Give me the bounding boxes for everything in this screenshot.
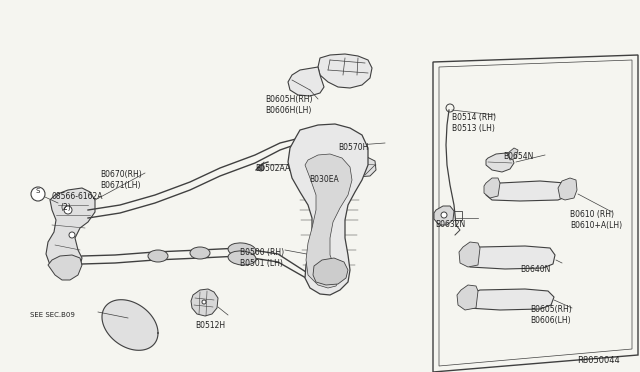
- Polygon shape: [434, 206, 454, 225]
- Polygon shape: [484, 178, 500, 198]
- Polygon shape: [463, 246, 555, 269]
- Text: (2): (2): [60, 203, 71, 212]
- Polygon shape: [102, 300, 158, 350]
- Polygon shape: [288, 124, 368, 295]
- Polygon shape: [191, 289, 218, 316]
- Circle shape: [349, 164, 355, 170]
- Polygon shape: [459, 242, 480, 267]
- Circle shape: [361, 162, 367, 168]
- Text: B0632N: B0632N: [435, 220, 465, 229]
- Text: B0514 (RH): B0514 (RH): [452, 113, 496, 122]
- Text: B0606(LH): B0606(LH): [530, 316, 571, 325]
- Text: B0670(RH): B0670(RH): [100, 170, 141, 179]
- Text: SEE SEC.B09: SEE SEC.B09: [30, 312, 75, 318]
- Polygon shape: [305, 154, 352, 288]
- Text: B0501 (LH): B0501 (LH): [240, 259, 283, 268]
- Polygon shape: [48, 255, 82, 280]
- Polygon shape: [461, 289, 554, 310]
- Text: S: S: [36, 188, 40, 194]
- Text: B030EA: B030EA: [309, 175, 339, 184]
- Text: B0570H: B0570H: [338, 143, 369, 152]
- Text: B0605H(RH): B0605H(RH): [265, 95, 312, 104]
- Text: B0605(RH): B0605(RH): [530, 305, 572, 314]
- Polygon shape: [433, 55, 638, 372]
- Circle shape: [441, 212, 447, 218]
- Text: B0640N: B0640N: [520, 265, 550, 274]
- Circle shape: [202, 300, 206, 304]
- Polygon shape: [288, 67, 324, 96]
- Text: B0610 (RH): B0610 (RH): [570, 210, 614, 219]
- Text: 08566-6162A: 08566-6162A: [52, 192, 104, 201]
- Polygon shape: [338, 155, 376, 177]
- Polygon shape: [486, 181, 570, 201]
- Text: B0502AA: B0502AA: [255, 164, 291, 173]
- Polygon shape: [457, 285, 478, 310]
- Circle shape: [69, 232, 75, 238]
- Text: B0513 (LH): B0513 (LH): [452, 124, 495, 133]
- Polygon shape: [46, 188, 95, 272]
- Ellipse shape: [148, 250, 168, 262]
- Text: B0500 (RH): B0500 (RH): [240, 248, 284, 257]
- Circle shape: [258, 165, 264, 171]
- Circle shape: [64, 206, 72, 214]
- Polygon shape: [334, 135, 360, 154]
- Circle shape: [31, 187, 45, 201]
- Ellipse shape: [228, 243, 256, 257]
- Ellipse shape: [190, 247, 210, 259]
- Text: B0654N: B0654N: [503, 152, 533, 161]
- Text: B0610+A(LH): B0610+A(LH): [570, 221, 622, 230]
- Circle shape: [342, 142, 346, 148]
- Circle shape: [349, 142, 355, 148]
- Text: B0512H: B0512H: [195, 321, 225, 330]
- Ellipse shape: [228, 251, 256, 265]
- Polygon shape: [486, 153, 514, 172]
- Polygon shape: [318, 54, 372, 88]
- Polygon shape: [558, 178, 577, 200]
- Text: R8050044: R8050044: [577, 356, 620, 365]
- Text: B0606H(LH): B0606H(LH): [265, 106, 312, 115]
- Polygon shape: [313, 258, 348, 285]
- Text: B0671(LH): B0671(LH): [100, 181, 141, 190]
- Polygon shape: [508, 148, 518, 160]
